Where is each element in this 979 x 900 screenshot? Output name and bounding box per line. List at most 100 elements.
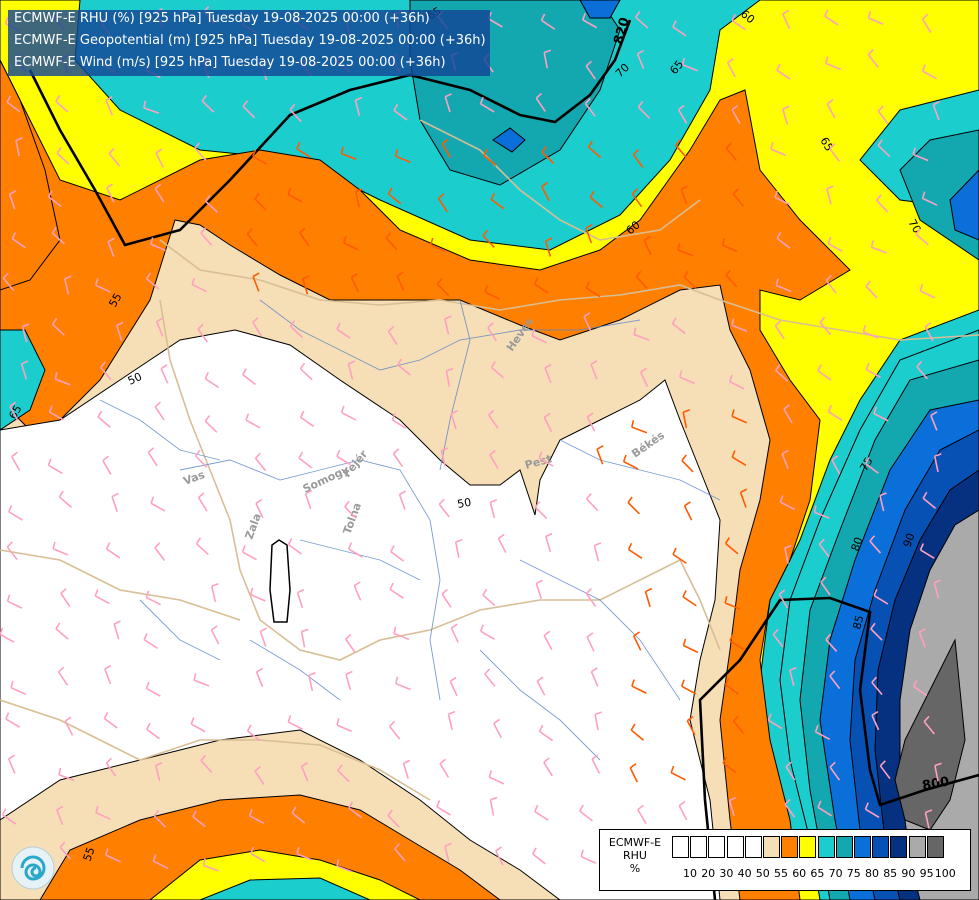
wind-barb-shaft — [933, 582, 940, 599]
wind-barb-shaft — [879, 765, 891, 780]
wind-barb-feather — [387, 809, 393, 817]
wind-barb-feather — [146, 272, 152, 280]
wind-barb-shaft — [539, 730, 554, 742]
wind-barb-shaft — [289, 325, 303, 338]
wind-barb-shaft — [637, 809, 647, 824]
wind-barb-shaft — [782, 108, 789, 125]
wind-barb-shaft — [829, 148, 841, 162]
wind-barb-feather — [538, 724, 544, 732]
wind-barb-shaft — [865, 285, 878, 299]
wind-barb-shaft — [440, 450, 446, 467]
wind-barb-shaft — [345, 674, 352, 691]
wind-barb-shaft — [194, 147, 207, 161]
wind-barb-feather — [675, 139, 681, 146]
wind-barb-shaft — [824, 15, 839, 26]
wind-barb-shaft — [686, 720, 696, 736]
wind-barb-shaft — [682, 64, 698, 72]
wind-barb-shaft — [450, 627, 459, 643]
legend-swatch — [854, 836, 871, 858]
wind-barb-shaft — [439, 763, 450, 778]
wind-barb-shaft — [922, 70, 938, 80]
legend-unit: % — [629, 862, 641, 875]
wind-barb-shaft — [143, 639, 159, 650]
legend-tick-label: 60 — [792, 867, 807, 880]
legend-tick-label: 65 — [810, 867, 825, 880]
wind-barb-shaft — [288, 543, 302, 555]
wind-barb-shaft — [113, 623, 120, 640]
wind-barb-shaft — [391, 419, 407, 429]
wind-barb-feather — [925, 809, 933, 814]
wind-barb-shaft — [102, 460, 112, 475]
wind-barb-feather — [200, 754, 207, 762]
wind-barb-feather — [587, 140, 593, 148]
wind-barb-feather — [870, 622, 876, 630]
wind-barb-feather — [150, 237, 154, 245]
wind-barb-feather — [727, 57, 734, 64]
contour-label: 80 — [849, 535, 866, 553]
wind-barb-shaft — [153, 815, 167, 828]
wind-barb-feather — [395, 676, 399, 684]
wind-barb-shaft — [299, 232, 310, 247]
wind-barb-shaft — [865, 808, 880, 819]
wind-barb-feather — [864, 457, 870, 465]
wind-barb-feather — [246, 724, 252, 732]
wind-barb-shaft — [337, 769, 350, 783]
legend-tick-label: 75 — [846, 867, 861, 880]
wind-barb-shaft — [143, 107, 160, 115]
wind-barb-feather — [287, 715, 292, 723]
wind-barb-shaft — [672, 553, 687, 564]
wind-barb-feather — [731, 450, 736, 458]
wind-barb-shaft — [488, 414, 499, 429]
wind-barb-feather — [681, 57, 686, 66]
wind-barb-shaft — [579, 810, 593, 822]
wind-barb-shaft — [437, 198, 448, 213]
wind-barb-feather — [876, 194, 882, 201]
wind-barb-shaft — [245, 419, 261, 429]
wind-barb-feather — [299, 362, 306, 370]
wind-barb-shaft — [672, 323, 686, 335]
title-geopotential: ECMWF-E Geopotential (m) [925 hPa] Tuesd… — [14, 33, 486, 48]
wind-barb-shaft — [644, 591, 651, 608]
wind-barb-shaft — [493, 723, 502, 739]
wind-barb-shaft — [636, 53, 645, 70]
wind-barb-shaft — [105, 854, 121, 863]
wind-barb-feather — [256, 667, 264, 673]
wind-barb-feather — [21, 360, 29, 365]
wind-barb-shaft — [544, 367, 552, 384]
wind-barb-shaft — [287, 193, 303, 203]
wind-barb-feather — [393, 626, 397, 634]
wind-barb-shaft — [541, 151, 555, 164]
wind-barb-feather — [590, 667, 598, 673]
wind-barb-shaft — [99, 366, 112, 381]
wind-barb-feather — [915, 228, 921, 235]
wind-barb-feather — [778, 589, 786, 595]
wind-barb-shaft — [924, 812, 930, 829]
wind-barb-shaft — [490, 198, 505, 210]
wind-barb-feather — [682, 409, 691, 413]
wind-barb-feather — [193, 673, 197, 681]
wind-barb-feather — [589, 190, 595, 198]
wind-barb-shaft — [489, 776, 505, 785]
legend-model: ECMWF-E — [608, 836, 662, 849]
wind-barb-shaft — [543, 52, 548, 69]
wind-barb-feather — [923, 715, 930, 723]
wind-barb-shaft — [488, 18, 503, 28]
contour-label: 90 — [901, 531, 918, 549]
wind-barb-feather — [545, 532, 553, 538]
wind-barb-feather — [9, 190, 17, 195]
geopotential-820-line — [28, 19, 632, 247]
wind-barb-shaft — [444, 318, 450, 335]
wind-barb-shaft — [155, 321, 164, 337]
wind-barb-feather — [9, 401, 17, 408]
wind-barb-shaft — [254, 457, 267, 472]
wind-barb-shaft — [590, 363, 598, 380]
wind-barb-feather — [195, 537, 202, 545]
wind-barb-shaft — [441, 143, 452, 158]
wind-barb-feather — [934, 453, 942, 458]
wind-barb-shaft — [631, 426, 648, 434]
wind-barb-shaft — [912, 153, 929, 162]
wind-barb-feather — [0, 627, 4, 635]
wind-barb-shaft — [484, 291, 500, 300]
wind-barb-feather — [637, 804, 644, 811]
wind-barb-feather — [254, 452, 261, 459]
